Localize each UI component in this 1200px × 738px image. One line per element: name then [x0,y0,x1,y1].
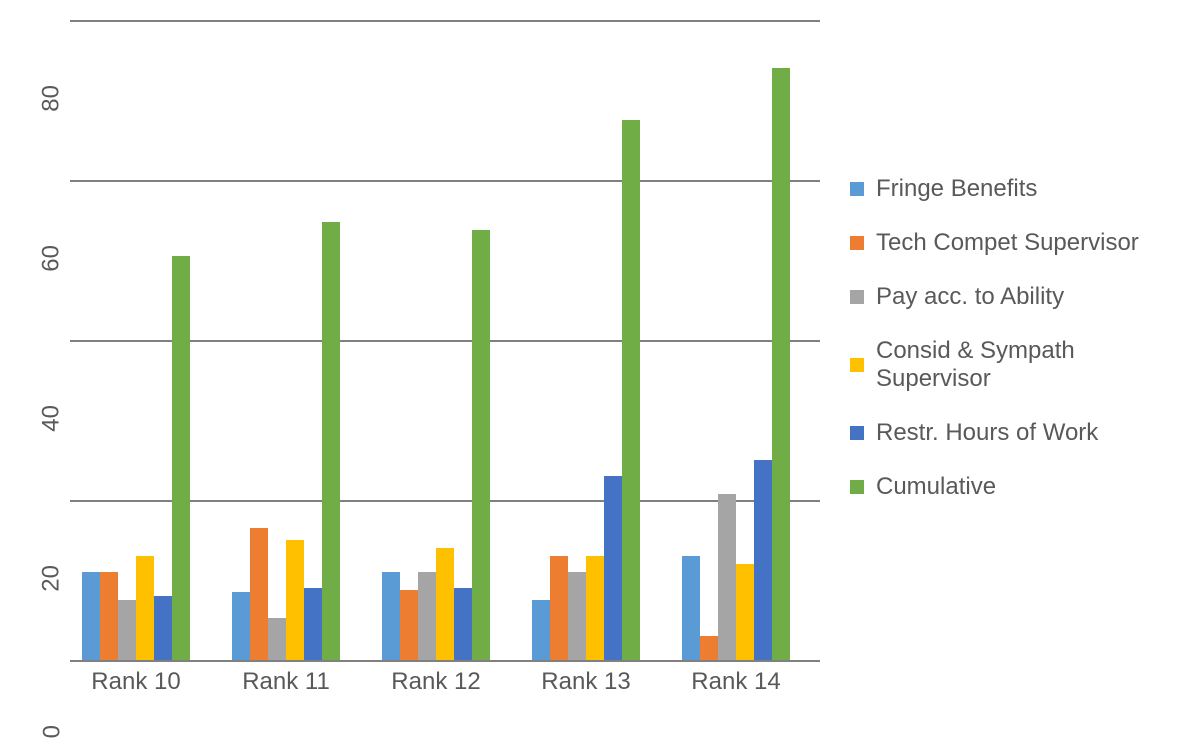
bar [268,618,286,660]
bar-group [682,20,790,660]
plot-area [70,20,820,662]
bar [718,494,736,660]
bar [772,68,790,660]
legend-swatch [850,358,864,372]
legend-label: Pay acc. to Ability [876,283,1064,311]
bar [418,572,436,660]
bar [622,120,640,660]
legend-label: Restr. Hours of Work [876,419,1098,447]
bar [532,600,550,660]
x-tick-label: Rank 10 [72,668,200,696]
bar [232,592,250,660]
y-tick-label: 0 [38,725,66,738]
y-axis: 020406080 [0,0,60,731]
bar-chart: 020406080 Rank 10Rank 11Rank 12Rank 13Ra… [0,0,1200,731]
legend-swatch [850,182,864,196]
bar [286,540,304,660]
bar [82,572,100,660]
legend-item: Consid & Sympath Supervisor [850,337,1190,393]
legend-item: Fringe Benefits [850,175,1190,203]
x-tick-label: Rank 13 [522,668,650,696]
x-axis-labels: Rank 10 Rank 11 Rank 12 Rank 13 Rank 14 [70,668,820,708]
bar [118,600,136,660]
bar [400,590,418,660]
bar [304,588,322,660]
bar-group [232,20,340,660]
bar [604,476,622,660]
bar [136,556,154,660]
bar [172,256,190,660]
bar [586,556,604,660]
legend-item: Tech Compet Supervisor [850,229,1190,257]
legend-item: Restr. Hours of Work [850,419,1190,447]
bar [454,588,472,660]
y-tick-label: 80 [38,85,66,112]
bar [700,636,718,660]
y-tick-label: 40 [38,405,66,432]
bar [550,556,568,660]
y-tick-label: 60 [38,245,66,272]
legend-item: Pay acc. to Ability [850,283,1190,311]
bar [436,548,454,660]
legend-label: Consid & Sympath Supervisor [876,337,1190,393]
x-tick-label: Rank 11 [222,668,350,696]
bar [568,572,586,660]
bar [736,564,754,660]
bar [250,528,268,660]
x-tick-label: Rank 14 [672,668,800,696]
legend-swatch [850,236,864,250]
bar-group [532,20,640,660]
bar [472,230,490,660]
legend-label: Fringe Benefits [876,175,1037,203]
y-tick-label: 20 [38,565,66,592]
legend-label: Cumulative [876,473,996,501]
legend: Fringe Benefits Tech Compet Supervisor Pay… [850,175,1190,527]
bar-group [382,20,490,660]
bar [322,222,340,660]
bar-group [82,20,190,660]
legend-swatch [850,290,864,304]
bar [382,572,400,660]
bar [754,460,772,660]
bar [682,556,700,660]
legend-label: Tech Compet Supervisor [876,229,1139,257]
x-tick-label: Rank 12 [372,668,500,696]
bar [154,596,172,660]
bar [100,572,118,660]
legend-item: Cumulative [850,473,1190,501]
legend-swatch [850,480,864,494]
legend-swatch [850,426,864,440]
